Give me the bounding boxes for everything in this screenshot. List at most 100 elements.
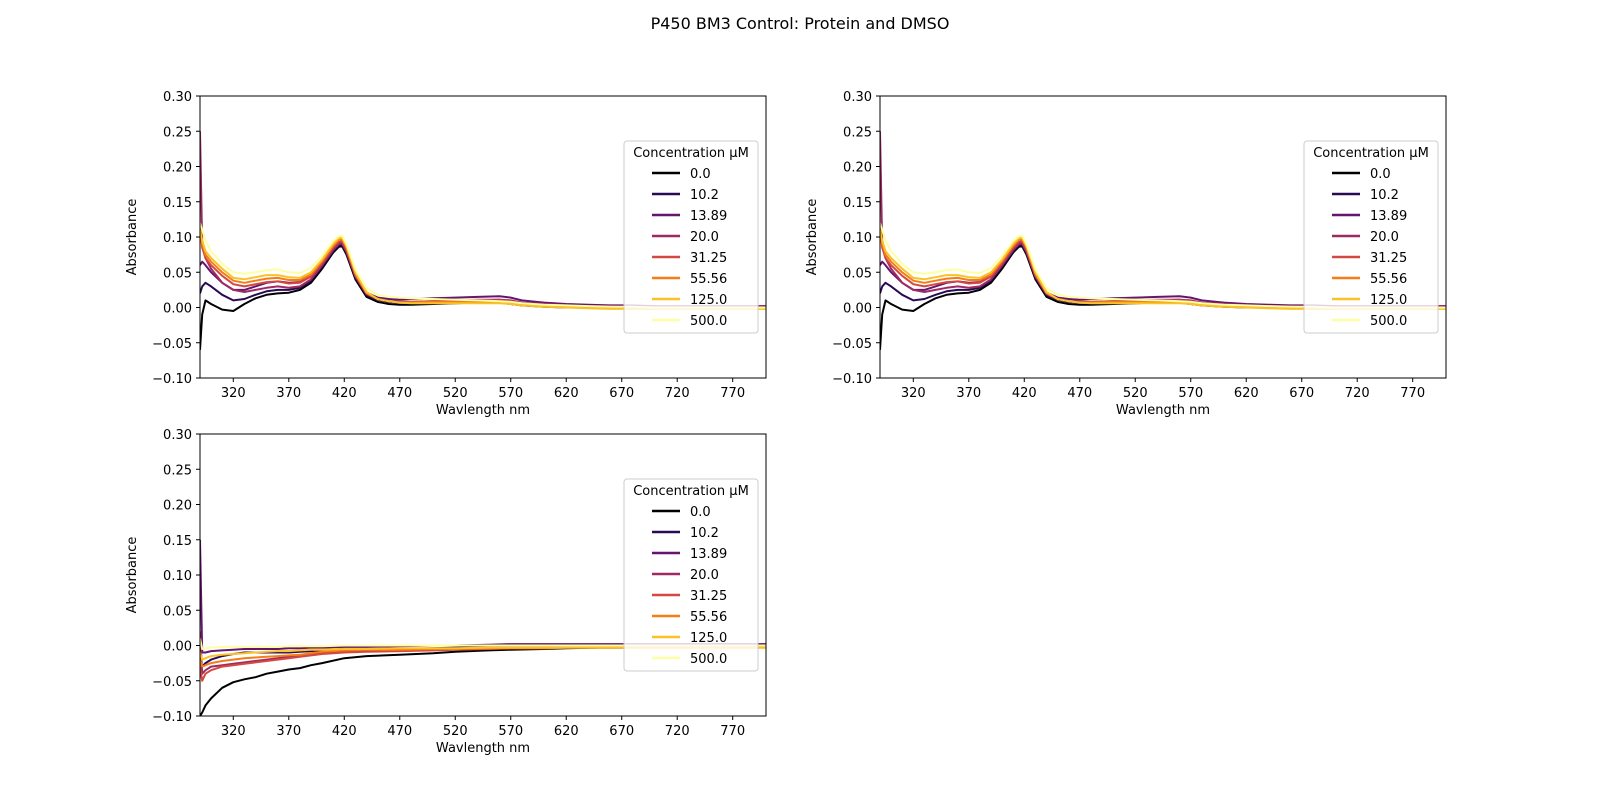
legend-entry: 0.0: [1370, 167, 1391, 182]
y-tick-label: 0.25: [843, 125, 872, 140]
legend-entry: 31.25: [690, 589, 727, 604]
x-tick-label: 370: [276, 724, 301, 739]
x-tick-label: 320: [901, 386, 926, 401]
legend-entry: 125.0: [690, 293, 727, 308]
x-tick-label: 570: [498, 386, 523, 401]
legend-box: [623, 140, 759, 334]
x-tick-label: 370: [956, 386, 981, 401]
series-line-500.0: [880, 222, 1446, 309]
legend-entry: 20.0: [690, 230, 719, 245]
x-tick-label: 670: [1289, 386, 1314, 401]
y-tick-label: −0.10: [152, 710, 192, 725]
legend-box: [623, 478, 759, 672]
subplot-2: 320 370 420 470 520 570 620 670 720 770 −0.10 −0.05…: [805, 90, 1447, 418]
y-tick-label: 0.15: [843, 196, 872, 211]
legend-entry: 10.2: [690, 188, 719, 203]
y-axis-label: Absorbance: [125, 537, 140, 614]
y-tick-label: −0.05: [152, 675, 192, 690]
legend-entry: 0.0: [690, 167, 711, 182]
legend: Concentration µM 0.0 10.2 13.89 20.0 31.25 55.…: [623, 140, 759, 334]
x-tick-label: 320: [221, 724, 246, 739]
legend: Concentration µM 0.0 10.2 13.89 20.0 31.25 55.…: [623, 478, 759, 672]
y-tick-label: 0.30: [163, 90, 192, 105]
legend-entry: 125.0: [1370, 293, 1407, 308]
subplot-1: 320 370 420 470 520 570 620 670 720 770 −0.10 −0.05…: [125, 90, 767, 418]
y-tick-label: −0.10: [152, 372, 192, 387]
legend-entry: 13.89: [1370, 209, 1407, 224]
subplot-3: 320 370 420 470 520 570 620 670 720 770 −0.10 −0.05…: [125, 428, 767, 756]
legend-entry: 0.0: [690, 505, 711, 520]
y-axis-label: Absorbance: [805, 199, 820, 276]
x-tick-label: 520: [443, 386, 468, 401]
y-tick-label: 0.10: [843, 231, 872, 246]
legend-entry: 13.89: [690, 209, 727, 224]
x-tick-label: 670: [609, 386, 634, 401]
series-line-500.0: [200, 222, 766, 309]
x-tick-label: 770: [1400, 386, 1425, 401]
legend-entry: 500.0: [1370, 314, 1407, 329]
x-tick-label: 770: [720, 386, 745, 401]
legend-entry: 55.56: [690, 610, 727, 625]
legend-entry: 125.0: [690, 631, 727, 646]
legend-entry: 13.89: [690, 547, 727, 562]
series-group: [200, 131, 766, 350]
legend-entry: 10.2: [1370, 188, 1399, 203]
y-tick-label: 0.25: [163, 463, 192, 478]
x-tick-label: 620: [1234, 386, 1259, 401]
x-tick-label: 320: [221, 386, 246, 401]
x-tick-label: 470: [1067, 386, 1092, 401]
legend-entry: 500.0: [690, 652, 727, 667]
x-tick-label: 720: [665, 386, 690, 401]
x-tick-label: 470: [387, 386, 412, 401]
y-tick-label: 0.15: [163, 196, 192, 211]
x-tick-label: 570: [498, 724, 523, 739]
y-tick-label: 0.20: [163, 499, 192, 514]
series-group: [880, 131, 1446, 350]
series-line-125.0: [200, 229, 766, 310]
x-tick-label: 620: [554, 724, 579, 739]
y-tick-label: 0.10: [163, 231, 192, 246]
legend-box: [1303, 140, 1439, 334]
legend-entry: 20.0: [1370, 230, 1399, 245]
y-tick-label: 0.05: [843, 266, 872, 281]
y-axis-label: Absorbance: [125, 199, 140, 276]
legend-entry: 20.0: [690, 568, 719, 583]
legend-entry: 10.2: [690, 526, 719, 541]
y-tick-label: 0.20: [843, 161, 872, 176]
x-axis-label: Wavlength nm: [436, 741, 530, 756]
y-tick-label: 0.00: [163, 302, 192, 317]
legend-entry: 500.0: [690, 314, 727, 329]
x-tick-label: 470: [387, 724, 412, 739]
y-tick-label: 0.00: [163, 640, 192, 655]
legend-title: Concentration µM: [1313, 146, 1429, 161]
y-tick-label: 0.10: [163, 569, 192, 584]
legend-title: Concentration µM: [633, 484, 749, 499]
x-tick-label: 670: [609, 724, 634, 739]
y-tick-label: 0.30: [843, 90, 872, 105]
y-tick-label: 0.05: [163, 604, 192, 619]
legend: Concentration µM 0.0 10.2 13.89 20.0 31.25 55.…: [1303, 140, 1439, 334]
y-tick-label: 0.05: [163, 266, 192, 281]
legend-entry: 31.25: [1370, 251, 1407, 266]
y-tick-label: −0.05: [152, 337, 192, 352]
legend-entry: 55.56: [690, 272, 727, 287]
y-tick-label: 0.00: [843, 302, 872, 317]
y-tick-label: −0.10: [832, 372, 872, 387]
x-tick-label: 420: [332, 386, 357, 401]
x-tick-label: 620: [554, 386, 579, 401]
y-tick-label: 0.25: [163, 125, 192, 140]
figure-title: P450 BM3 Control: Protein and DMSO: [651, 14, 950, 33]
x-axis-label: Wavlength nm: [436, 403, 530, 418]
x-tick-label: 520: [443, 724, 468, 739]
series-line-125.0: [880, 229, 1446, 310]
y-tick-label: 0.20: [163, 161, 192, 176]
x-tick-label: 420: [1012, 386, 1037, 401]
legend-entry: 55.56: [1370, 272, 1407, 287]
x-tick-label: 420: [332, 724, 357, 739]
y-tick-label: −0.05: [832, 337, 872, 352]
x-axis-label: Wavlength nm: [1116, 403, 1210, 418]
y-tick-label: 0.15: [163, 534, 192, 549]
x-tick-label: 520: [1123, 386, 1148, 401]
x-tick-label: 570: [1178, 386, 1203, 401]
